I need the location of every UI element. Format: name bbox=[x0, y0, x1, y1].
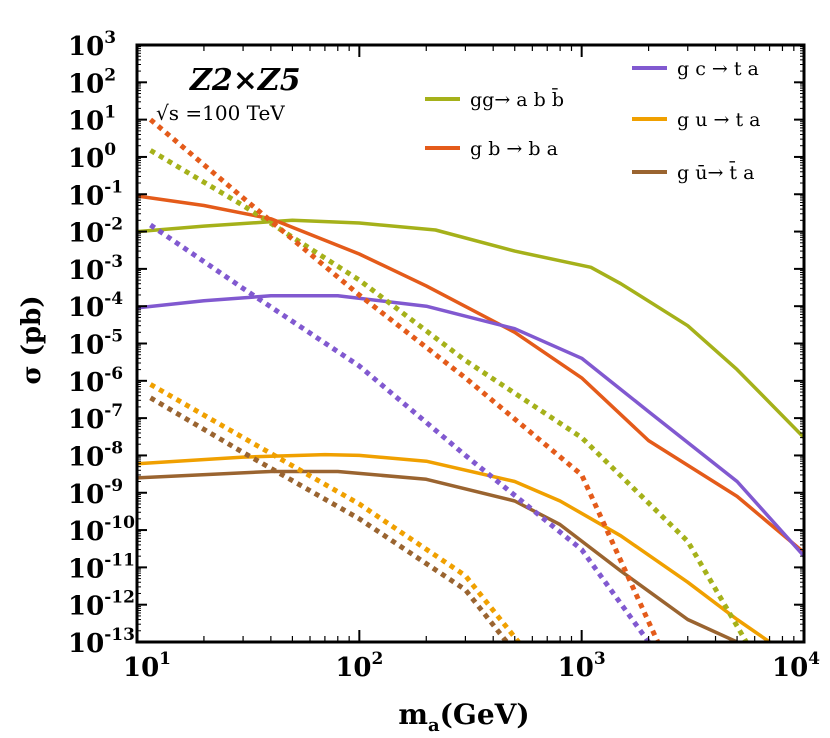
y-tick-label: 10-11 bbox=[68, 550, 135, 584]
x-tick-base: 10 bbox=[123, 653, 159, 683]
y-tick-base: 10 bbox=[68, 442, 104, 472]
y-tick-label: 10-13 bbox=[68, 625, 135, 659]
y-tick-base: 10 bbox=[68, 331, 104, 361]
y-tick-exp: -2 bbox=[104, 215, 123, 235]
legend-label-0: gg→ a b b̄ bbox=[470, 87, 564, 111]
series-line-2-solid bbox=[137, 294, 804, 558]
y-tick-base: 10 bbox=[68, 293, 104, 323]
x-tick-label: 102 bbox=[335, 649, 383, 683]
y-tick-label: 10-5 bbox=[68, 327, 123, 361]
y-tick-label: 10-3 bbox=[68, 252, 123, 286]
series-line-8-dotted bbox=[149, 382, 521, 642]
y-tick-base: 10 bbox=[68, 629, 104, 659]
y-tick-base: 10 bbox=[68, 181, 104, 211]
y-tick-exp: -9 bbox=[104, 476, 123, 496]
y-tick-exp: 3 bbox=[104, 28, 116, 48]
series-line-1-solid bbox=[137, 194, 804, 554]
y-tick-base: 10 bbox=[68, 107, 104, 137]
y-tick-label: 10-7 bbox=[68, 401, 123, 435]
tick-layer: 101 102 103 10410310210110010-110-210-310-4… bbox=[68, 28, 820, 683]
y-tick-exp: 2 bbox=[104, 65, 116, 85]
legend-label-1: g b → b a bbox=[470, 138, 558, 160]
model-annotation: Z2×Z5 bbox=[189, 63, 301, 98]
y-tick-exp: -4 bbox=[104, 289, 123, 309]
y-tick-exp: -7 bbox=[104, 401, 123, 421]
series-line-7-dotted bbox=[149, 222, 651, 642]
y-tick-exp: -12 bbox=[104, 588, 135, 608]
x-axis-title-sub: a bbox=[428, 715, 440, 736]
series-line-0-solid bbox=[137, 218, 804, 439]
y-tick-exp: 0 bbox=[104, 140, 116, 160]
y-tick-base: 10 bbox=[68, 256, 104, 286]
y-tick-label: 103 bbox=[68, 28, 116, 62]
y-tick-label: 10-10 bbox=[68, 513, 135, 547]
x-axis-title-main: m bbox=[398, 698, 428, 731]
y-tick-base: 10 bbox=[68, 592, 104, 622]
energy-annotation: √s =100 TeV bbox=[156, 101, 285, 125]
y-tick-exp: 1 bbox=[104, 103, 116, 123]
series-line-6-dotted bbox=[148, 117, 661, 642]
x-axis-title-unit: (GeV) bbox=[440, 698, 530, 731]
y-tick-label: 100 bbox=[68, 140, 116, 174]
series-line-9-dotted bbox=[149, 395, 509, 642]
y-tick-label: 10-9 bbox=[68, 476, 123, 510]
x-tick-label: 104 bbox=[772, 649, 820, 683]
y-tick-base: 10 bbox=[68, 405, 104, 435]
x-tick-exp: 2 bbox=[372, 649, 384, 669]
y-tick-exp: -5 bbox=[104, 327, 123, 347]
y-tick-exp: -11 bbox=[104, 550, 135, 570]
y-axis-title: σ (pb) bbox=[17, 295, 47, 384]
series-line-3-solid bbox=[137, 452, 771, 642]
y-tick-label: 10-12 bbox=[68, 588, 135, 622]
legend-label-2: g c → t a bbox=[677, 58, 759, 80]
series-layer bbox=[137, 117, 804, 642]
y-tick-exp: -10 bbox=[104, 513, 135, 533]
y-tick-label: 10-8 bbox=[68, 438, 123, 472]
y-tick-base: 10 bbox=[68, 554, 104, 584]
y-tick-base: 10 bbox=[68, 517, 104, 547]
y-tick-exp: -1 bbox=[104, 177, 123, 197]
series-line-4-solid bbox=[137, 469, 738, 642]
legend-label-4: g ū→ t̄ a bbox=[677, 160, 754, 184]
y-tick-base: 10 bbox=[68, 480, 104, 510]
x-tick-exp: 1 bbox=[159, 649, 171, 669]
x-tick-base: 10 bbox=[558, 653, 594, 683]
x-tick-base: 10 bbox=[772, 653, 808, 683]
y-tick-base: 10 bbox=[68, 144, 104, 174]
y-tick-base: 10 bbox=[68, 69, 104, 99]
y-tick-exp: -8 bbox=[104, 438, 123, 458]
x-tick-exp: 3 bbox=[594, 649, 606, 669]
y-tick-base: 10 bbox=[68, 32, 104, 62]
y-tick-label: 102 bbox=[68, 65, 116, 99]
y-tick-label: 10-4 bbox=[68, 289, 123, 323]
y-tick-label: 10-1 bbox=[68, 177, 123, 211]
y-tick-label: 101 bbox=[68, 103, 116, 137]
x-axis-title: ma(GeV) bbox=[398, 698, 529, 736]
y-tick-base: 10 bbox=[68, 219, 104, 249]
y-tick-base: 10 bbox=[68, 368, 104, 398]
legend: gg→ a b b̄ g b → b a g c → t a g u → t a g ū… bbox=[425, 58, 760, 184]
y-tick-label: 10-2 bbox=[68, 215, 123, 249]
x-tick-label: 103 bbox=[558, 649, 606, 683]
x-tick-label: 101 bbox=[123, 649, 171, 683]
y-tick-label: 10-6 bbox=[68, 364, 123, 398]
y-tick-exp: -13 bbox=[104, 625, 135, 645]
y-tick-exp: -6 bbox=[104, 364, 123, 384]
legend-label-3: g u → t a bbox=[677, 109, 760, 131]
plot-frame bbox=[135, 43, 806, 644]
x-tick-base: 10 bbox=[335, 653, 371, 683]
x-tick-exp: 4 bbox=[808, 649, 820, 669]
y-tick-exp: -3 bbox=[104, 252, 123, 272]
